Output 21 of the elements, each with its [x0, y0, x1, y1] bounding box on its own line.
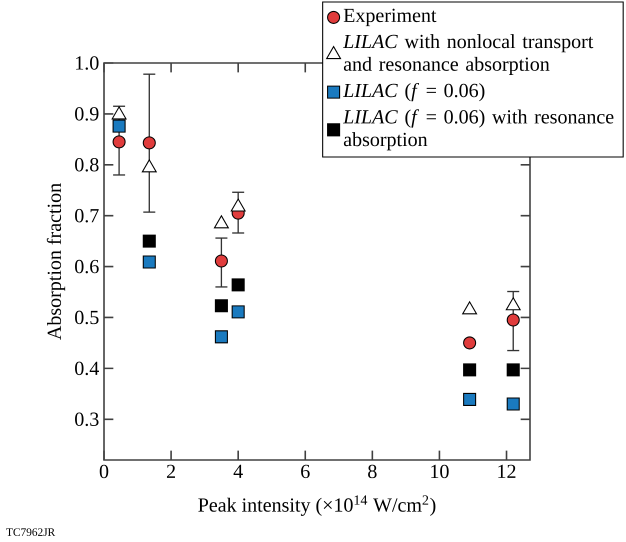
x-tick-label: 6: [301, 464, 310, 478]
y-tick-label: 0.4: [75, 362, 99, 376]
y-tick-label: 0.8: [75, 158, 99, 172]
x-tick-label: 8: [368, 464, 377, 478]
y-tick-label: 0.5: [75, 310, 99, 324]
legend-label: LILAC (f = 0.06) with resonance absorption: [342, 109, 614, 150]
y-tick-label: 0.6: [75, 260, 99, 274]
legend-label: LILAC (f = 0.06): [342, 82, 484, 102]
x-tick-label: 10: [431, 464, 449, 478]
x-tick-label: 0: [100, 464, 108, 478]
text: TC7962JR: [6, 528, 56, 536]
x-axis-title: Peak intensity (×10$^{14}$ W/cm$^{2}$): [198, 495, 436, 516]
y-tick-label: 1.0: [76, 56, 99, 70]
legend-label: Experiment: [344, 8, 436, 26]
x-tick-label: 12: [498, 464, 516, 478]
x-tick-label: 4: [234, 464, 243, 478]
y-tick-label: 0.7: [75, 208, 99, 222]
y-tick-label: 0.3: [75, 412, 99, 426]
x-tick-label: 2: [166, 464, 175, 478]
y-axis-title: Absorption fraction: [46, 183, 66, 340]
y-tick-label: 0.9: [75, 107, 98, 121]
